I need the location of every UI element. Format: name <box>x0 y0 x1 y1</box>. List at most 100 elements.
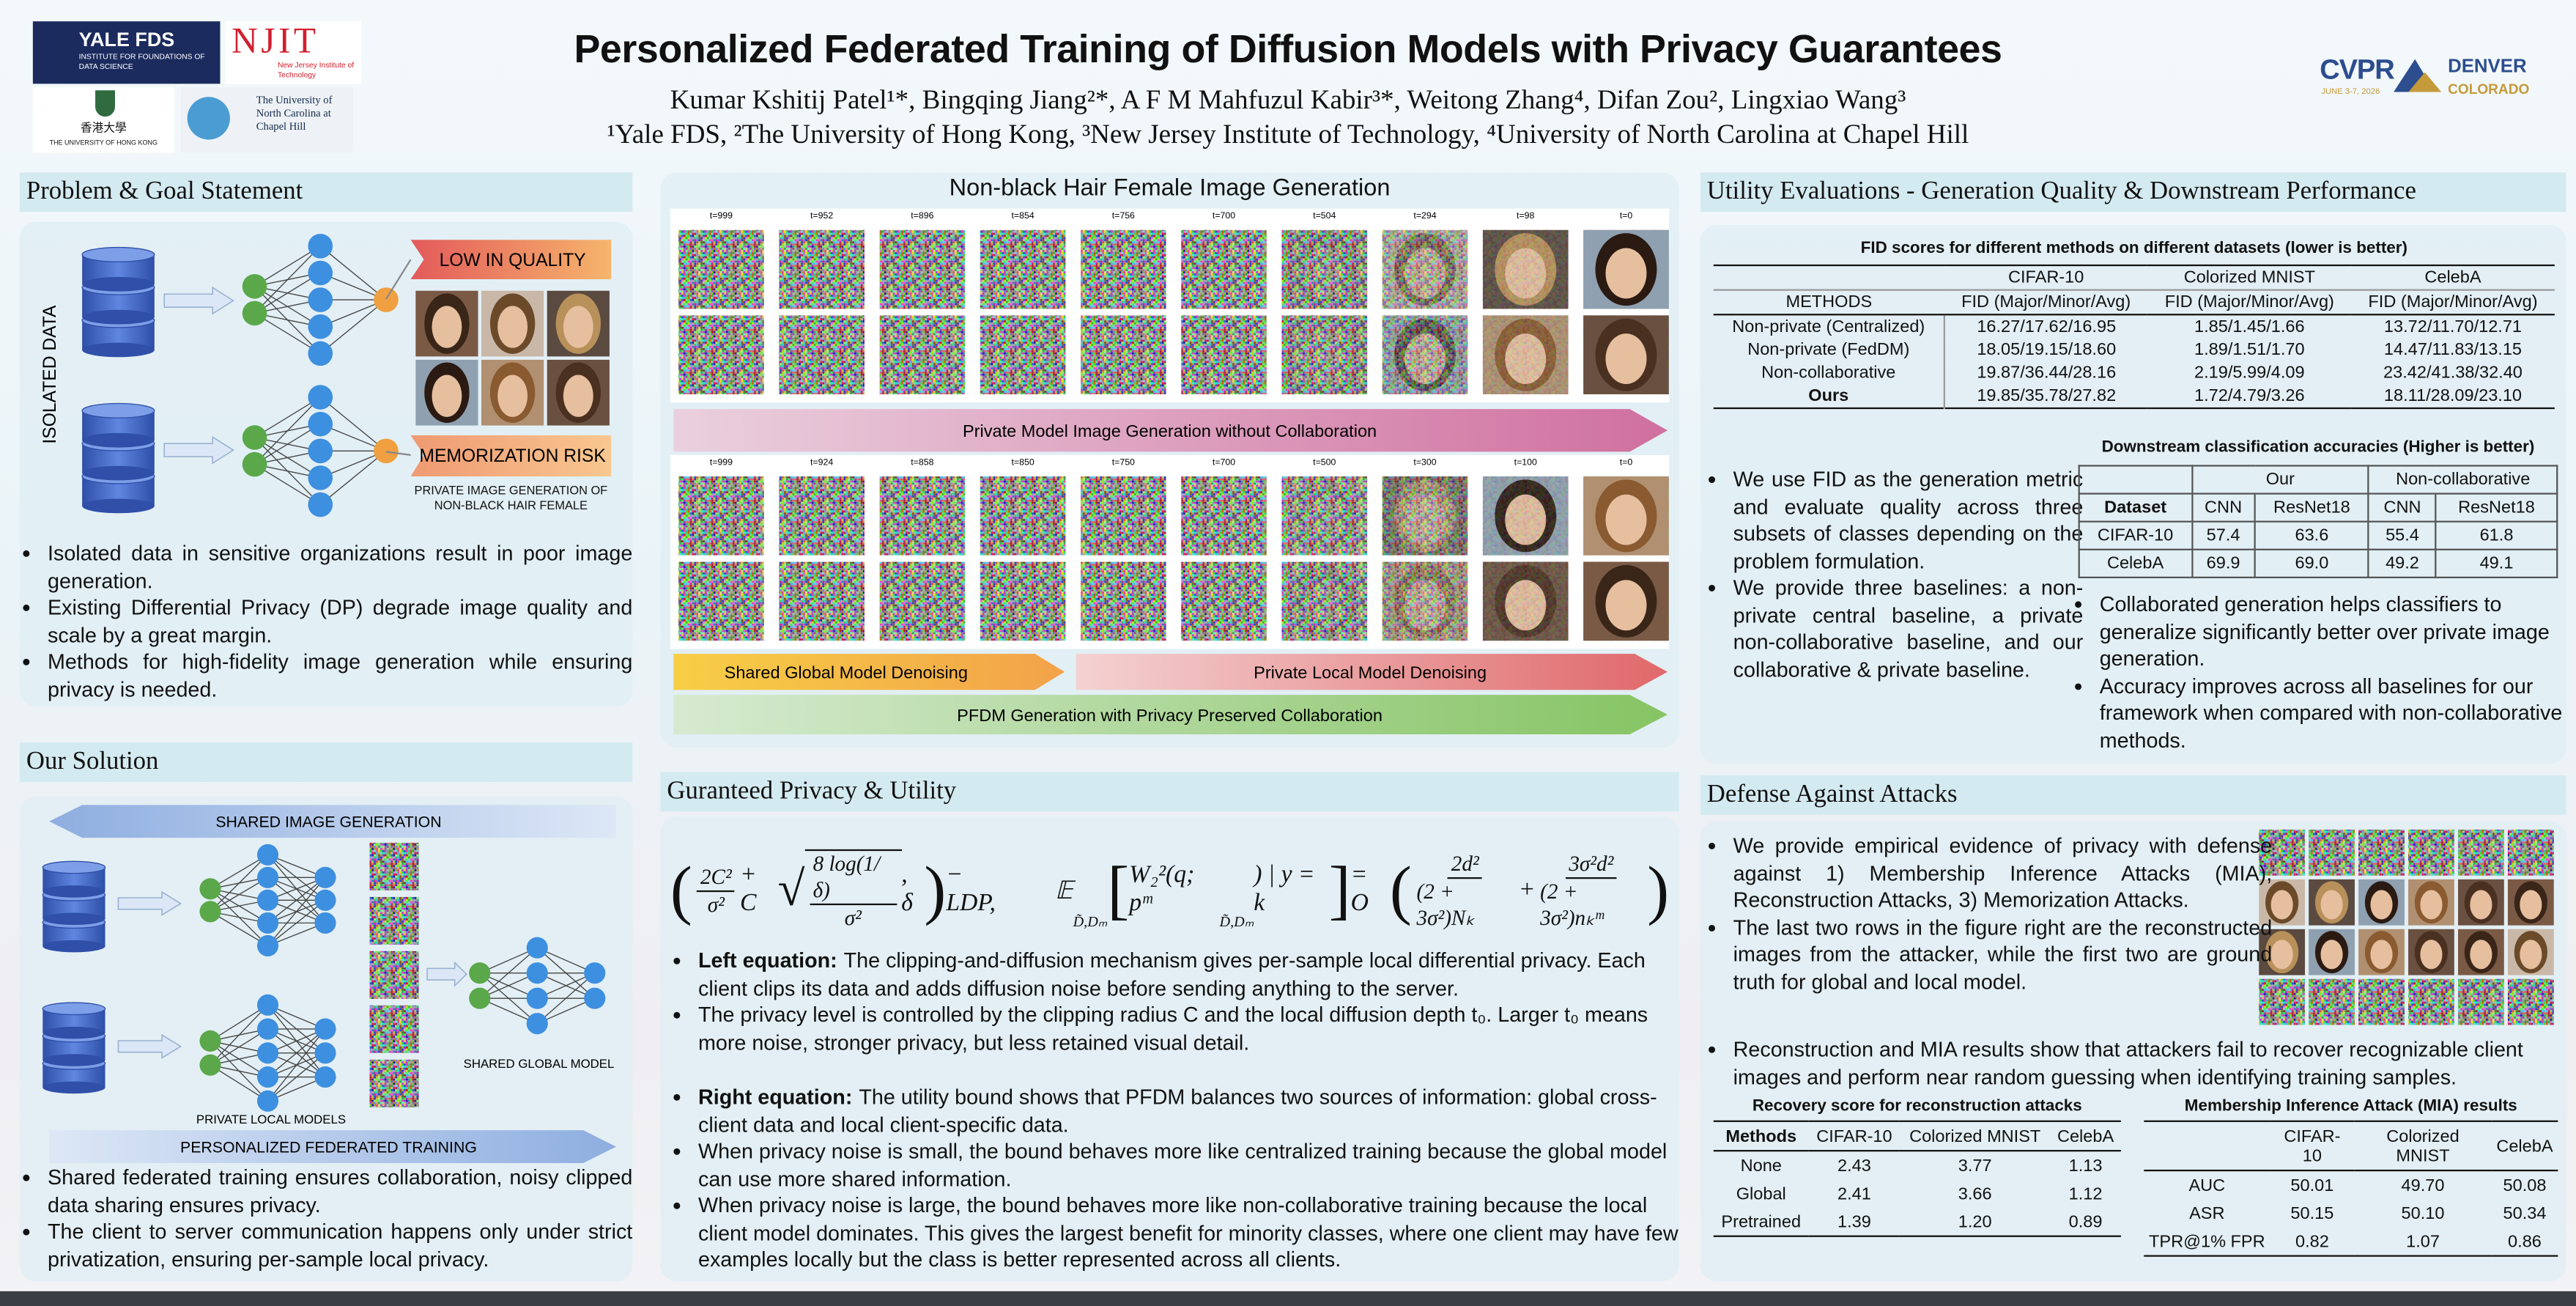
noise-image <box>2309 978 2355 1025</box>
unc-logo: The University of North Carolina at Chap… <box>180 86 354 153</box>
table-row: Global 2.41 3.66 1.12 <box>1714 1179 2121 1207</box>
table-cell: 1.39 <box>1837 1211 1871 1232</box>
face <box>1583 561 1669 641</box>
face-skin <box>2520 940 2542 970</box>
small-arrow <box>426 961 467 987</box>
net-node <box>584 987 606 1009</box>
bullet-text: When privacy noise is large, the bound b… <box>697 1192 1679 1272</box>
figure-caption: PRIVATE IMAGE GENERATION OF NON-BLACK HA… <box>414 483 608 513</box>
face-skin <box>1605 580 1647 631</box>
noise-image <box>1081 476 1166 556</box>
noise-image <box>2408 978 2454 1025</box>
bullet-list: Left equation:The clipping-and-diffusion… <box>673 948 1684 1056</box>
db-bottom <box>82 309 155 325</box>
column-header: ResNet18 <box>2435 492 2558 523</box>
timestep-label: t=700 <box>1213 457 1235 467</box>
noise-image <box>879 315 966 394</box>
bullet: We provide empirical evidence of privacy… <box>1733 833 2272 914</box>
radicand: 8 log(1/δ) σ² <box>804 849 902 931</box>
net-edge <box>210 1064 268 1102</box>
face-hair <box>1394 479 1456 553</box>
table-cell: 16.27/17.62/16.95 <box>1977 317 2117 337</box>
table-title: Recovery score for reconstruction attack… <box>1752 1097 2082 1115</box>
face-bg <box>1281 476 1368 556</box>
net-edge <box>254 272 321 314</box>
face-bg <box>1382 561 1468 641</box>
column-header: CelebA <box>2491 1121 2558 1172</box>
dataset-header: CelebA <box>2351 265 2555 291</box>
face <box>2309 879 2355 926</box>
face-bg <box>1382 315 1468 394</box>
face-skin <box>1303 333 1345 384</box>
net-edge <box>254 246 321 287</box>
connector <box>385 451 411 457</box>
face-skin <box>1605 494 1647 545</box>
noise-image <box>2507 978 2554 1025</box>
face <box>1482 561 1569 641</box>
net-edge <box>254 424 321 465</box>
net-node <box>256 994 279 1016</box>
fid-table-wrap: CIFAR-10 Colorized MNIST CelebA METHODS FID … <box>1713 264 2555 410</box>
table-cell: 19.87/36.44/28.16 <box>1977 363 2117 383</box>
bullet: Isolated data in sensitive organizations… <box>48 540 632 594</box>
arrow-label: SHARED IMAGE GENERATION <box>215 814 441 831</box>
metric-header: FID (Major/Minor/Avg) <box>2351 289 2555 316</box>
section-heading: Problem & Goal Statement <box>19 172 633 213</box>
net-node <box>199 1030 221 1052</box>
timestep-label: t=300 <box>1413 457 1436 467</box>
bullet: Left equation:The clipping-and-diffusion… <box>698 948 1684 1002</box>
net-node <box>374 438 399 464</box>
net-node <box>526 937 548 959</box>
label-box <box>410 435 612 477</box>
net-edge <box>254 246 321 314</box>
logo-text: New Jersey Institute of Technology <box>277 60 355 78</box>
table-cell: 50.08 <box>2503 1175 2547 1195</box>
net-node <box>308 411 333 437</box>
table-title: Downstream classification accuracies (Hi… <box>2101 438 2535 457</box>
face-hair <box>1394 233 1456 306</box>
numerator: 2C² <box>697 863 736 892</box>
logo-text: 香港大學 <box>80 121 127 135</box>
net-edge <box>254 464 321 506</box>
net-node <box>308 385 333 410</box>
face-hair <box>1394 318 1456 391</box>
net-node <box>308 233 333 259</box>
timestep-label: t=896 <box>911 210 933 221</box>
blank-cell <box>2144 1121 2270 1172</box>
face-hair <box>1293 233 1355 306</box>
noise-image <box>879 561 966 641</box>
face <box>1382 315 1468 394</box>
net-node <box>242 273 267 299</box>
face-skin <box>2520 890 2542 920</box>
bullet: We use FID as the generation metric and … <box>1733 467 2084 575</box>
table-cell: Pretrained <box>1721 1211 1802 1232</box>
face <box>547 290 610 357</box>
bullet: Accuracy improves across all baselines f… <box>2100 673 2576 754</box>
mia-table-wrap: CIFAR-10 Colorized MNIST CelebA AUC 50.01 49.… <box>2144 1120 2558 1257</box>
net-node <box>374 287 399 312</box>
net-node <box>242 425 267 450</box>
face <box>2408 929 2454 975</box>
face-bg <box>1281 229 1368 309</box>
face <box>481 359 544 426</box>
net-node <box>526 962 548 984</box>
timestep-label: t=504 <box>1313 210 1336 221</box>
noise-image <box>1181 476 1267 556</box>
noise-image <box>980 229 1066 309</box>
net-node <box>256 1042 279 1064</box>
timestep-label: t=924 <box>810 457 833 467</box>
noise-image <box>779 315 865 394</box>
logo-text: THE UNIVERSITY OF HONG KONG <box>49 138 158 147</box>
header-row: CIFAR-10 Colorized MNIST CelebA <box>2144 1121 2558 1172</box>
privacy-panel <box>660 816 1679 1282</box>
table-cell: CelebA <box>2078 548 2193 579</box>
logo-text: The University of North Carolina at Chap… <box>256 95 333 133</box>
face-skin <box>2270 890 2293 920</box>
timestep-label: t=850 <box>1011 457 1034 467</box>
face-skin <box>2370 940 2393 970</box>
db-bottom <box>82 342 155 358</box>
net-node <box>308 260 333 286</box>
group-header: Our <box>2191 465 2370 495</box>
table-cell: AUC <box>2188 1175 2226 1195</box>
face-skin <box>1404 248 1446 299</box>
